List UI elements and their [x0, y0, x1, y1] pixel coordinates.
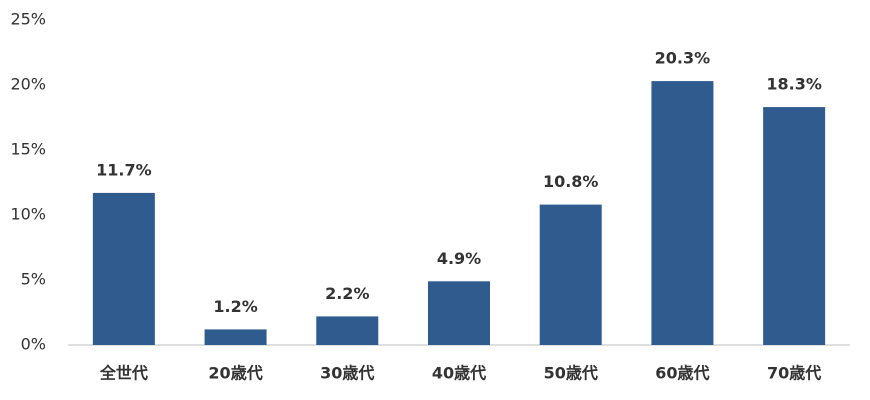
value-label: 11.7% [96, 160, 152, 179]
y-tick-label: 20% [10, 75, 46, 94]
bar [428, 281, 490, 345]
y-tick-label: 15% [10, 140, 46, 159]
value-label: 18.3% [766, 75, 822, 94]
bar [651, 81, 714, 345]
x-tick-label: 50歳代 [544, 364, 598, 383]
value-label: 4.9% [437, 249, 481, 268]
value-label: 1.2% [213, 297, 257, 316]
y-tick-label: 10% [10, 205, 46, 224]
value-label: 2.2% [325, 284, 369, 303]
value-label: 10.8% [543, 172, 599, 191]
x-tick-label: 70歳代 [767, 364, 821, 383]
x-tick-label: 40歳代 [432, 364, 486, 383]
bar [316, 316, 379, 345]
x-tick-label: 60歳代 [655, 364, 709, 383]
bar [92, 192, 155, 345]
x-tick-label: 全世代 [99, 364, 148, 383]
y-tick-label: 25% [10, 10, 46, 29]
y-tick-label: 5% [21, 270, 46, 289]
bar [204, 329, 267, 345]
bar [539, 204, 602, 345]
bar [763, 107, 826, 345]
value-label: 20.3% [655, 49, 711, 68]
x-tick-label: 20歳代 [208, 364, 262, 383]
y-tick-label: 0% [21, 335, 46, 354]
x-tick-label: 30歳代 [320, 364, 374, 383]
